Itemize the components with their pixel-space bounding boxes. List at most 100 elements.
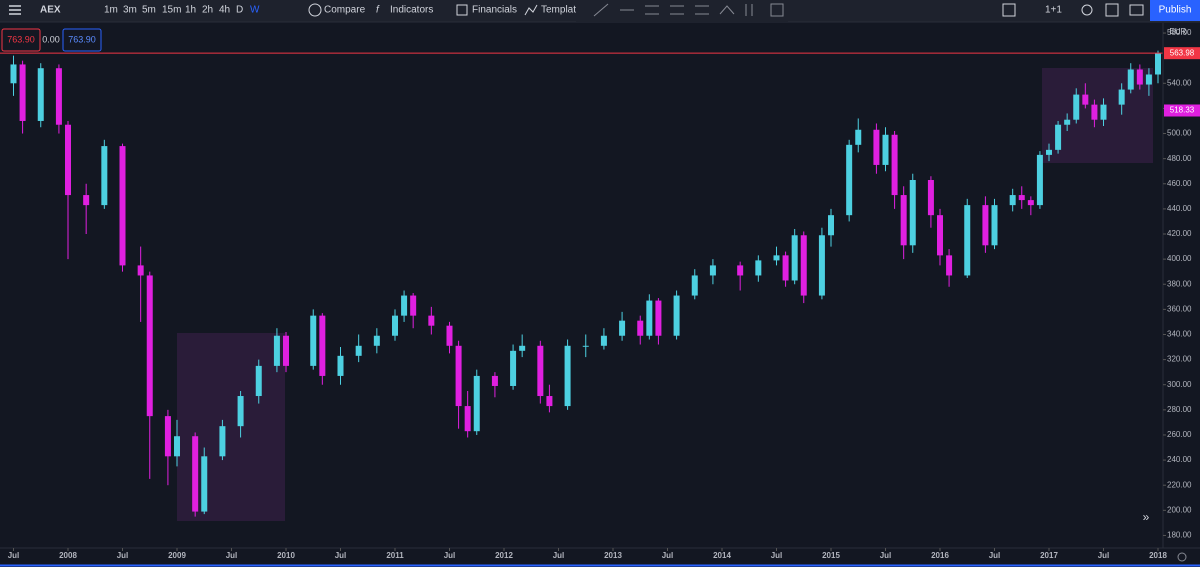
x-tick-label: 2008	[59, 551, 77, 560]
candle-body	[428, 315, 435, 326]
candle-body	[1136, 69, 1143, 85]
candle-body	[909, 179, 916, 246]
candle-body	[83, 195, 90, 206]
axis-settings[interactable]	[1177, 552, 1187, 562]
interval-button[interactable]: 4h	[219, 5, 230, 16]
candle-body	[1073, 94, 1080, 120]
symbol[interactable]: AEX	[40, 5, 61, 16]
y-tick-label: 200.00	[1167, 505, 1192, 514]
candle-body	[283, 335, 289, 366]
candle-body	[410, 295, 417, 316]
indicators-button[interactable]: Indicators	[390, 5, 433, 16]
candle-body	[964, 205, 971, 276]
candle-body	[1155, 53, 1161, 75]
y-tick-label: 360.00	[1167, 304, 1192, 313]
candle-body	[65, 124, 71, 196]
candle-body	[1127, 69, 1134, 90]
y-tick-label: 420.00	[1167, 229, 1192, 238]
interval-button[interactable]: 5m	[142, 5, 156, 16]
candle-body	[219, 426, 226, 457]
candle-body	[464, 406, 471, 432]
y-tick-label: 480.00	[1167, 154, 1192, 163]
layout-sync[interactable]: 1+1	[1045, 5, 1062, 16]
candle-body	[319, 315, 326, 376]
candle-body	[373, 335, 380, 346]
candle-body	[392, 315, 398, 336]
candle-body	[164, 416, 171, 457]
x-tick-label: 2009	[168, 551, 186, 560]
publish-button-bg[interactable]	[1150, 0, 1200, 21]
candle-body	[1018, 195, 1025, 201]
x-tick-label: 2013	[604, 551, 622, 560]
interval-button[interactable]: 2h	[202, 5, 213, 16]
y-tick-label: 460.00	[1167, 179, 1192, 188]
financials-button[interactable]: Financials	[472, 5, 517, 16]
candle-body	[546, 396, 553, 407]
x-tick-label: Jul	[226, 551, 238, 560]
candle-body	[782, 255, 789, 281]
candle-body	[19, 64, 26, 121]
currency[interactable]: EUR	[1170, 27, 1187, 36]
interval-button[interactable]: D	[236, 5, 243, 16]
candle-body	[755, 260, 762, 276]
candle-body	[491, 375, 498, 386]
candle-body	[900, 195, 907, 246]
fullscreen-icon[interactable]	[1105, 3, 1119, 17]
interval-button[interactable]: 15m	[162, 5, 181, 16]
candle-body	[201, 456, 208, 512]
candle-body	[946, 255, 953, 276]
x-tick-label: 2010	[277, 551, 295, 560]
candle-body	[882, 134, 889, 165]
candle-body	[991, 205, 998, 246]
compare-button[interactable]: Compare	[324, 5, 366, 16]
publish-button[interactable]: Publish	[1159, 5, 1192, 16]
templates-icon	[524, 4, 538, 16]
candle-body	[773, 255, 780, 261]
interval-button[interactable]: 1h	[185, 5, 196, 16]
candle-body	[800, 235, 807, 296]
x-tick-label: Jul	[989, 551, 1001, 560]
candle-body	[273, 335, 280, 366]
interval-button[interactable]: 3m	[123, 5, 137, 16]
candle-body	[510, 350, 517, 386]
candle-body	[310, 315, 317, 366]
candle-body	[737, 265, 744, 276]
scroll-button[interactable]: »	[1143, 510, 1150, 524]
y-tick-label: 180.00	[1167, 531, 1192, 540]
interval-button[interactable]: W	[250, 5, 260, 16]
candle-body	[1082, 94, 1089, 105]
candle-body	[1055, 124, 1062, 150]
candle-body	[37, 68, 44, 121]
settings-icon[interactable]	[1081, 4, 1093, 16]
indicators-icon: f	[376, 5, 380, 16]
y-tick-label: 400.00	[1167, 254, 1192, 263]
financials-icon	[456, 4, 468, 16]
candle-body	[655, 300, 662, 336]
legend-box	[1, 28, 41, 52]
marker-price-label: 518.33	[1170, 106, 1195, 115]
candle-body	[355, 345, 362, 356]
candle-body	[446, 325, 453, 346]
templates-button[interactable]: Templat	[541, 5, 576, 16]
candle-body	[691, 275, 698, 296]
candle-body	[828, 215, 834, 236]
layout-icon[interactable]	[1002, 3, 1016, 17]
candle-body	[564, 345, 571, 407]
x-tick-label: Jul	[117, 551, 129, 560]
candle-body	[137, 265, 144, 276]
drawing-tools[interactable]	[593, 3, 784, 17]
candle-body	[873, 129, 880, 165]
candle-body	[637, 320, 644, 336]
x-tick-label: Jul	[8, 551, 20, 560]
candle-body	[537, 345, 544, 397]
snapshot-icon[interactable]	[1129, 4, 1144, 16]
candle-body	[101, 146, 108, 206]
candle-body	[10, 64, 17, 84]
drawing-toolbar	[576, 0, 788, 22]
x-tick-label: 2017	[1040, 551, 1058, 560]
interval-button[interactable]: 1m	[104, 5, 118, 16]
candle-body	[1009, 195, 1016, 206]
candle-body	[673, 295, 680, 336]
menu-icon[interactable]	[9, 5, 21, 15]
